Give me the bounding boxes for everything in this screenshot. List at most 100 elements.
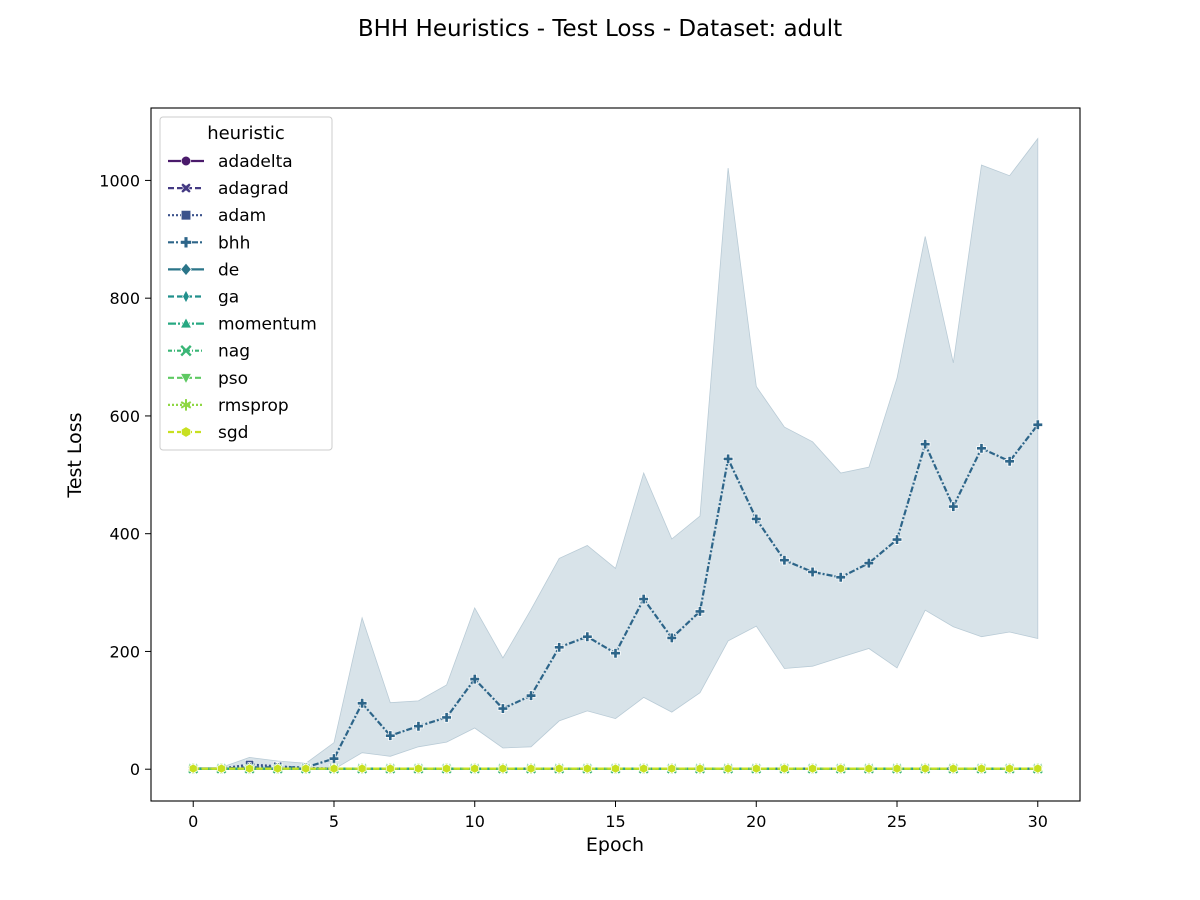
x-tick-label: 5 <box>329 812 339 831</box>
legend-label-rmsprop: rmsprop <box>218 396 289 416</box>
data-point-sgd <box>526 763 536 774</box>
data-point-sgd <box>442 763 451 774</box>
confidence-band-layer <box>192 137 1039 770</box>
x-axis-title: Epoch <box>586 834 644 856</box>
data-point-sgd <box>273 763 283 774</box>
legend-item-momentum: momentum <box>168 315 317 335</box>
data-point-bhh <box>385 730 396 741</box>
data-point-sgd <box>695 763 705 774</box>
legend-marker-momentum <box>179 317 193 329</box>
legend-label-pso: pso <box>218 369 248 389</box>
data-point-bhh <box>328 753 340 764</box>
data-point-bhh <box>666 632 677 644</box>
plot-area <box>150 107 1081 802</box>
x-tick-label: 10 <box>465 812 485 831</box>
legend-item-bhh: bhh <box>168 233 250 253</box>
x-tick-label: 0 <box>188 812 198 831</box>
data-point-sgd <box>470 763 480 774</box>
data-point-sgd <box>357 763 367 774</box>
legend-item-sgd: sgd <box>168 423 248 443</box>
data-point-bhh <box>948 501 959 512</box>
x-tick-label: 30 <box>1028 812 1048 831</box>
legend-marker-sgd <box>181 426 191 438</box>
data-point-bhh <box>722 453 734 465</box>
legend-box <box>159 116 333 451</box>
legend-marker-pso <box>179 373 193 385</box>
chart-title: BHH Heuristics - Test Loss - Dataset: ad… <box>358 16 842 42</box>
data-point-bhh <box>525 690 537 701</box>
data-point-sgd <box>245 763 254 774</box>
y-axis-title: Test Loss <box>64 412 86 498</box>
legend-marker-adam <box>180 210 192 221</box>
data-point-sgd <box>892 763 902 774</box>
data-point-sgd <box>667 763 677 774</box>
legend-item-rmsprop: rmsprop <box>168 396 289 416</box>
data-point-bhh <box>919 439 931 450</box>
y-tick-label: 200 <box>109 642 140 661</box>
data-point-sgd <box>864 763 874 774</box>
legend-title: heuristic <box>207 123 285 144</box>
legend-item-nag: nag <box>168 342 250 362</box>
legend-item-adam: adam <box>168 206 266 226</box>
y-tick-label: 800 <box>109 289 140 308</box>
y-tick-label: 400 <box>109 525 140 544</box>
legend-marker-adagrad <box>180 182 192 194</box>
legend-marker-bhh <box>180 236 192 249</box>
data-point-sgd <box>301 763 311 774</box>
data-point-sgd <box>414 763 423 774</box>
y-tick-label: 0 <box>130 760 140 779</box>
series-sgd <box>188 763 1043 774</box>
data-point-sgd <box>836 763 846 774</box>
legend-marker-nag <box>180 345 192 357</box>
data-point-sgd <box>920 763 930 774</box>
data-point-bhh <box>1032 419 1043 430</box>
x-tick-label: 25 <box>887 812 907 831</box>
data-point-sgd <box>808 763 817 774</box>
legend-label-momentum: momentum <box>218 315 317 335</box>
legend-label-nag: nag <box>218 342 250 362</box>
data-point-sgd <box>723 763 733 774</box>
data-point-bhh <box>891 534 903 545</box>
data-point-sgd <box>977 763 986 774</box>
data-point-bhh <box>638 593 649 605</box>
bhh-confidence-band <box>192 137 1039 770</box>
data-point-bhh <box>779 555 790 566</box>
series-layer <box>187 419 1044 775</box>
legend-label-bhh: bhh <box>218 233 250 253</box>
legend-item-ga: ga <box>168 288 239 308</box>
data-point-sgd <box>217 763 226 774</box>
data-point-sgd <box>1033 763 1043 774</box>
legend-item-adadelta: adadelta <box>168 152 293 172</box>
legend-item-adagrad: adagrad <box>168 179 289 199</box>
legend-label-sgd: sgd <box>218 423 248 443</box>
data-point-bhh <box>976 443 987 454</box>
data-point-bhh <box>413 721 424 732</box>
legend: heuristic adadelta adagrad adam bhh de ga mome… <box>159 116 333 451</box>
legend-label-de: de <box>218 260 239 280</box>
data-point-sgd <box>582 763 592 774</box>
x-tick-label: 15 <box>605 812 625 831</box>
legend-label-adam: adam <box>218 206 266 226</box>
legend-label-adadelta: adadelta <box>218 152 293 172</box>
legend-marker-de <box>180 262 192 277</box>
x-axis: 0 5 10 15 20 25 30 <box>188 801 1048 831</box>
data-point-bhh <box>1004 456 1015 467</box>
y-axis: 0 200 400 600 800 1000 <box>99 171 151 779</box>
y-tick-label: 1000 <box>99 171 140 190</box>
legend-item-de: de <box>168 260 239 280</box>
data-point-bhh <box>751 513 762 525</box>
legend-marker-rmsprop <box>180 399 192 411</box>
data-point-sgd <box>948 763 958 774</box>
legend-item-pso: pso <box>168 369 248 389</box>
data-point-sgd <box>385 763 395 774</box>
data-point-sgd <box>329 763 339 774</box>
y-tick-label: 600 <box>109 407 140 426</box>
data-point-bhh <box>469 673 480 685</box>
data-point-sgd <box>780 763 789 774</box>
data-point-bhh <box>694 606 706 617</box>
data-point-sgd <box>188 763 198 774</box>
legend-label-adagrad: adagrad <box>218 179 289 199</box>
data-point-bhh <box>807 566 818 578</box>
data-point-sgd <box>1005 763 1014 774</box>
